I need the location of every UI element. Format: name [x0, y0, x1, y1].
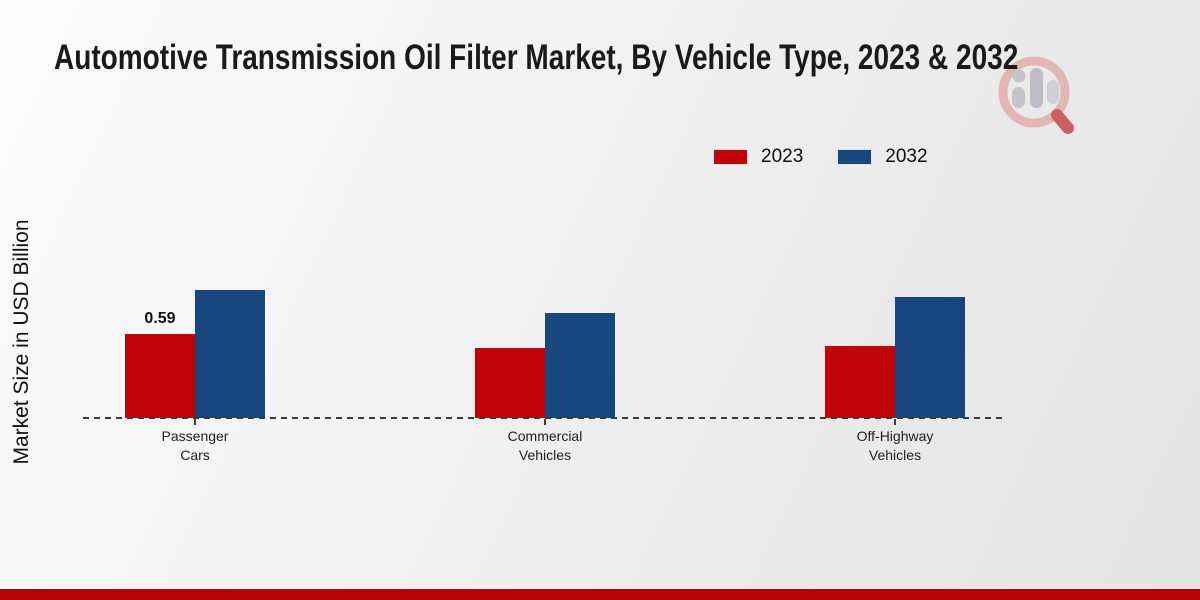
legend-item-2023: 2023 [713, 146, 803, 168]
category-label-line: Commercial [507, 428, 583, 444]
bar-2023-passenger-cars [125, 334, 195, 418]
legend: 2023 2032 [713, 146, 928, 168]
category-label-line: Passenger [161, 428, 229, 444]
legend-item-2032: 2032 [837, 146, 928, 168]
category-label-line: Vehicles [868, 446, 922, 463]
category-label-commercial-vehicles: Commercial Vehicles [465, 427, 625, 465]
bar-2032-passenger-cars [195, 290, 265, 418]
bar-2032-off-highway-vehicles [895, 297, 965, 418]
legend-label-2023: 2023 [761, 146, 804, 167]
bar-2023-off-highway-vehicles [825, 346, 895, 418]
y-axis-label: Market Size in USD Billion [10, 219, 33, 465]
category-label-line: Off-Highway [856, 428, 934, 444]
x-axis-tick-off-highway-vehicles [894, 419, 896, 425]
x-axis-baseline [83, 417, 1005, 419]
chart-title: Automotive Transmission Oil Filter Marke… [54, 38, 1019, 77]
category-label-line: Cars [180, 446, 210, 463]
category-label-line: Vehicles [518, 446, 572, 463]
footer-red-strip [0, 589, 1200, 600]
category-label-off-highway-vehicles: Off-Highway Vehicles [815, 427, 975, 465]
magnifier-bar-chart-logo-icon [998, 56, 1074, 134]
x-axis-tick-commercial-vehicles [544, 419, 546, 425]
bar-2023-commercial-vehicles [475, 348, 545, 418]
legend-swatch-2023 [713, 149, 748, 165]
legend-label-2032: 2032 [885, 146, 928, 167]
legend-swatch-2032 [837, 149, 873, 165]
category-label-passenger-cars: Passenger Cars [115, 427, 275, 465]
x-axis-tick-passenger-cars [194, 419, 196, 425]
bar-value-label-2023: 0.59 [144, 310, 176, 327]
bar-2032-commercial-vehicles [545, 313, 615, 418]
